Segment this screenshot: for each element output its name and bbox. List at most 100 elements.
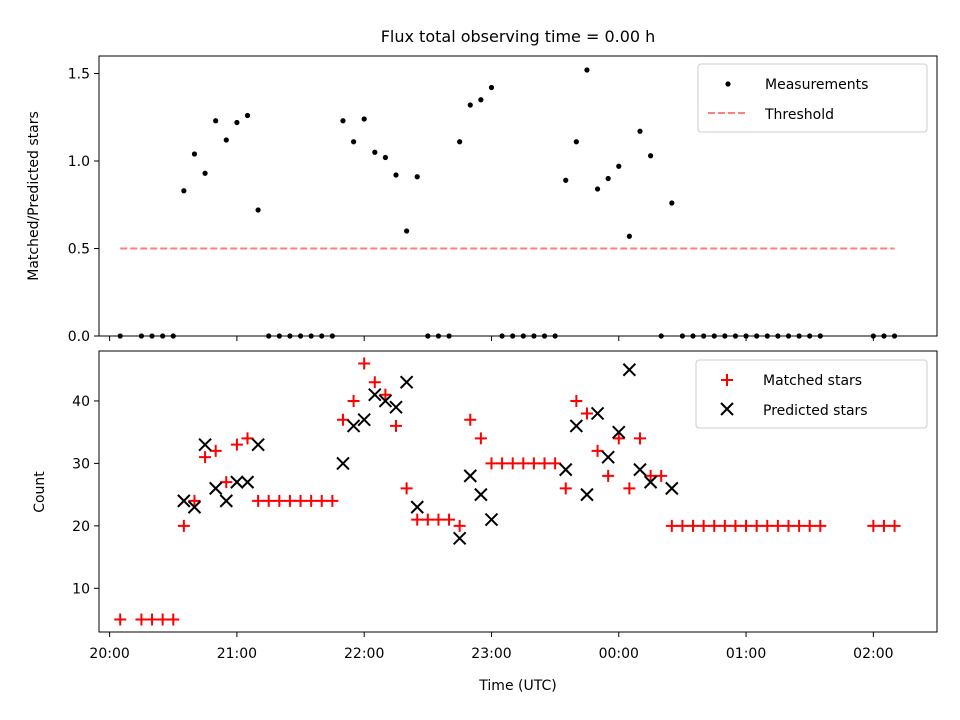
matched-star-point (336, 413, 349, 426)
predicted-star-point (389, 400, 403, 414)
legend-measurements-label: Measurements (765, 77, 868, 93)
matched-star-point (814, 519, 827, 532)
bottom-axes: 10 20 30 40 20:00 21:00 22:00 23:00 00:00 01:00 02… (72, 350, 938, 662)
measurement-point (457, 139, 463, 145)
measurement-point (382, 154, 389, 161)
matched-star-point (294, 494, 307, 507)
top-y-tick-label: 0.0 (68, 329, 90, 345)
predicted-star-point (463, 469, 477, 483)
matched-star-point (252, 494, 265, 507)
matched-star-point (761, 519, 774, 532)
top-plot-frame (98, 55, 938, 337)
predicted-star-point (665, 481, 679, 496)
predicted-star-point (251, 437, 265, 452)
x-axis-label: Time (UTC) (478, 678, 556, 694)
predicted-star-point (208, 481, 223, 496)
top-axes: 0.0 0.5 1.0 1.5 (68, 55, 938, 345)
top-y-tick-label: 1.0 (68, 154, 90, 170)
legend-matched-marker (721, 374, 733, 386)
matched-star-point (474, 432, 487, 445)
top-y-tick-label: 0.5 (68, 242, 90, 258)
matched-star-point (867, 519, 880, 532)
legend-threshold-label: Threshold (764, 107, 834, 123)
matched-star-point (262, 494, 275, 507)
matched-star-point (167, 613, 180, 626)
predicted-star-point (612, 425, 626, 439)
predicted-star-point (187, 500, 202, 514)
legend-measurements-marker (725, 81, 731, 87)
matched-star-point (527, 457, 540, 470)
measurement-point (605, 175, 611, 182)
bottom-x-tick-label: 20:00 (89, 646, 129, 662)
measurement-point (234, 119, 240, 126)
matched-star-point (655, 469, 668, 482)
measurement-point (393, 172, 399, 178)
matched-star-point (283, 494, 296, 507)
matched-star-point (390, 419, 403, 432)
measurement-point (191, 151, 198, 157)
matched-star-point (708, 519, 721, 532)
matched-star-point (633, 432, 646, 445)
legend-predicted-marker (720, 402, 734, 416)
measurement-point (213, 118, 219, 124)
predicted-star-point (569, 419, 584, 433)
matched-star-point (665, 519, 678, 532)
measurement-point (223, 137, 229, 143)
top-y-axis-label: Matched/Predicted stars (26, 111, 42, 281)
predicted-star-point (230, 475, 244, 489)
predicted-star-point (368, 388, 382, 402)
matched-star-point (496, 457, 509, 470)
matched-star-point (687, 519, 700, 532)
matched-star-point (230, 438, 243, 451)
matched-star-point (411, 513, 424, 526)
matched-star-point (421, 513, 434, 526)
measurement-point (669, 200, 675, 206)
predicted-star-point (240, 475, 255, 489)
matched-star-point (676, 519, 689, 532)
predicted-star-point (399, 375, 414, 389)
matched-star-point (146, 613, 159, 626)
measurement-point (404, 228, 410, 234)
measurement-point (202, 170, 208, 176)
matched-star-point (114, 613, 127, 626)
matched-star-point (315, 494, 328, 507)
measurement-point (181, 188, 187, 194)
bottom-x-tick-label: 23:00 (471, 646, 511, 662)
matched-star-point (793, 519, 806, 532)
predicted-star-point (336, 456, 350, 471)
predicted-star-point (177, 494, 191, 508)
matched-star-point (877, 519, 890, 532)
measurement-point (340, 118, 346, 124)
matched-star-point (273, 494, 286, 507)
matched-star-point (697, 519, 710, 532)
bottom-y-tick-label: 10 (72, 581, 90, 597)
matched-star-point (453, 519, 466, 532)
matched-star-point (602, 469, 615, 482)
matched-star-point (612, 432, 625, 445)
measurement-point (414, 174, 420, 180)
matched-star-point (199, 451, 212, 464)
matched-star-point (347, 394, 360, 407)
bottom-x-tick-label: 01:00 (726, 646, 766, 662)
measurement-point (573, 139, 579, 145)
predicted-star-point (643, 475, 658, 489)
bottom-x-tick-label: 21:00 (217, 646, 257, 662)
measurement-point (637, 128, 643, 134)
matched-star-point (305, 494, 318, 507)
matched-star-point (888, 519, 901, 532)
measurement-point (584, 67, 590, 73)
predicted-star-point (580, 487, 594, 502)
bottom-y-tick-label: 40 (72, 394, 90, 410)
matched-star-point (559, 482, 572, 495)
predicted-star-point (452, 531, 467, 546)
matched-star-point (506, 457, 519, 470)
matched-star-point (803, 519, 816, 532)
top-y-tick-label: 1.5 (68, 67, 90, 83)
top-chart-title: Flux total observing time = 0.00 h (381, 27, 656, 46)
bottom-x-tick-label: 00:00 (599, 646, 639, 662)
predicted-star-point (590, 406, 605, 421)
bottom-y-tick-label: 30 (72, 456, 90, 472)
top-legend: Measurements Threshold (697, 63, 928, 133)
matched-star-point (464, 413, 477, 426)
